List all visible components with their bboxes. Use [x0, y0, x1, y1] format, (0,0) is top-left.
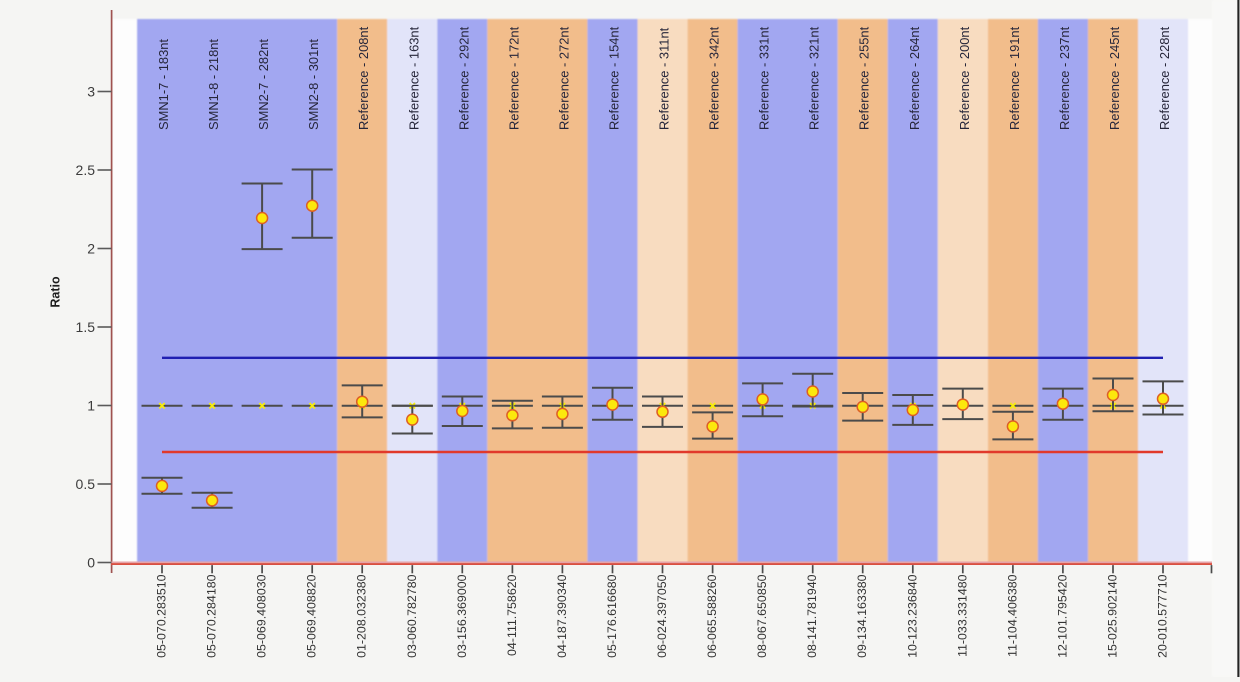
svg-text:Reference - 255nt: Reference - 255nt — [857, 26, 872, 130]
svg-text:04-111.758620: 04-111.758620 — [505, 574, 519, 656]
svg-text:0: 0 — [87, 555, 95, 571]
svg-text:Reference - 163nt: Reference - 163nt — [406, 26, 421, 130]
svg-text:08-141.781940: 08-141.781940 — [805, 574, 819, 657]
svg-text:1.5: 1.5 — [76, 319, 96, 335]
svg-text:3: 3 — [87, 84, 95, 100]
svg-text:05-069.408030: 05-069.408030 — [255, 574, 269, 657]
svg-text:12-101.795420: 12-101.795420 — [1055, 574, 1069, 657]
svg-text:2: 2 — [87, 241, 95, 257]
svg-text:SMN2-8 - 301nt: SMN2-8 - 301nt — [306, 39, 321, 130]
svg-text:Reference - 237nt: Reference - 237nt — [1057, 26, 1072, 130]
svg-text:Reference - 172nt: Reference - 172nt — [506, 26, 521, 130]
svg-text:Reference - 272nt: Reference - 272nt — [556, 26, 571, 130]
svg-text:Reference - 228nt: Reference - 228nt — [1157, 26, 1172, 130]
svg-text:2.5: 2.5 — [76, 162, 96, 178]
svg-text:Reference - 342nt: Reference - 342nt — [707, 26, 722, 130]
svg-text:Reference - 311nt: Reference - 311nt — [657, 27, 672, 130]
svg-text:Reference - 331nt: Reference - 331nt — [757, 26, 772, 130]
svg-text:Ratio: Ratio — [49, 276, 63, 308]
svg-text:05-070.284180: 05-070.284180 — [205, 574, 219, 657]
svg-text:SMN1-7 - 183nt: SMN1-7 - 183nt — [156, 39, 171, 130]
svg-text:20-010.577710: 20-010.577710 — [1156, 574, 1170, 657]
svg-text:0.5: 0.5 — [76, 476, 96, 492]
svg-text:1: 1 — [87, 398, 95, 414]
svg-text:05-069.408820: 05-069.408820 — [305, 574, 319, 657]
svg-text:06-065.588260: 06-065.588260 — [705, 574, 719, 657]
svg-text:Reference - 264nt: Reference - 264nt — [907, 26, 922, 130]
svg-text:04-187.390340: 04-187.390340 — [555, 574, 569, 657]
svg-text:10-123.236840: 10-123.236840 — [905, 574, 919, 657]
svg-text:09-134.163380: 09-134.163380 — [855, 574, 869, 657]
svg-text:01-208.032380: 01-208.032380 — [355, 574, 369, 657]
svg-text:Reference - 191nt: Reference - 191nt — [1007, 26, 1022, 130]
svg-text:05-176.616680: 05-176.616680 — [605, 574, 619, 657]
svg-text:Reference - 200nt: Reference - 200nt — [957, 26, 972, 130]
svg-text:Reference - 208nt: Reference - 208nt — [356, 26, 371, 130]
svg-text:SMN2-7 - 282nt: SMN2-7 - 282nt — [256, 39, 271, 130]
svg-text:05-070.283510: 05-070.283510 — [155, 574, 169, 657]
svg-text:Reference - 292nt: Reference - 292nt — [456, 26, 471, 130]
svg-text:Reference - 154nt: Reference - 154nt — [607, 26, 622, 130]
svg-text:03-060.782780: 03-060.782780 — [405, 574, 419, 657]
svg-text:06-024.397050: 06-024.397050 — [655, 574, 669, 657]
svg-text:SMN1-8 - 218nt: SMN1-8 - 218nt — [206, 39, 221, 130]
svg-text:Reference - 321nt: Reference - 321nt — [807, 26, 822, 130]
svg-text:08-067.650850: 08-067.650850 — [755, 574, 769, 657]
svg-text:11-104.406380: 11-104.406380 — [1005, 574, 1019, 657]
svg-text:03-156.369000: 03-156.369000 — [455, 574, 469, 657]
svg-text:11-033.331480: 11-033.331480 — [955, 574, 969, 657]
svg-text:Reference - 245nt: Reference - 245nt — [1107, 26, 1122, 130]
svg-text:15-025.902140: 15-025.902140 — [1106, 574, 1120, 657]
